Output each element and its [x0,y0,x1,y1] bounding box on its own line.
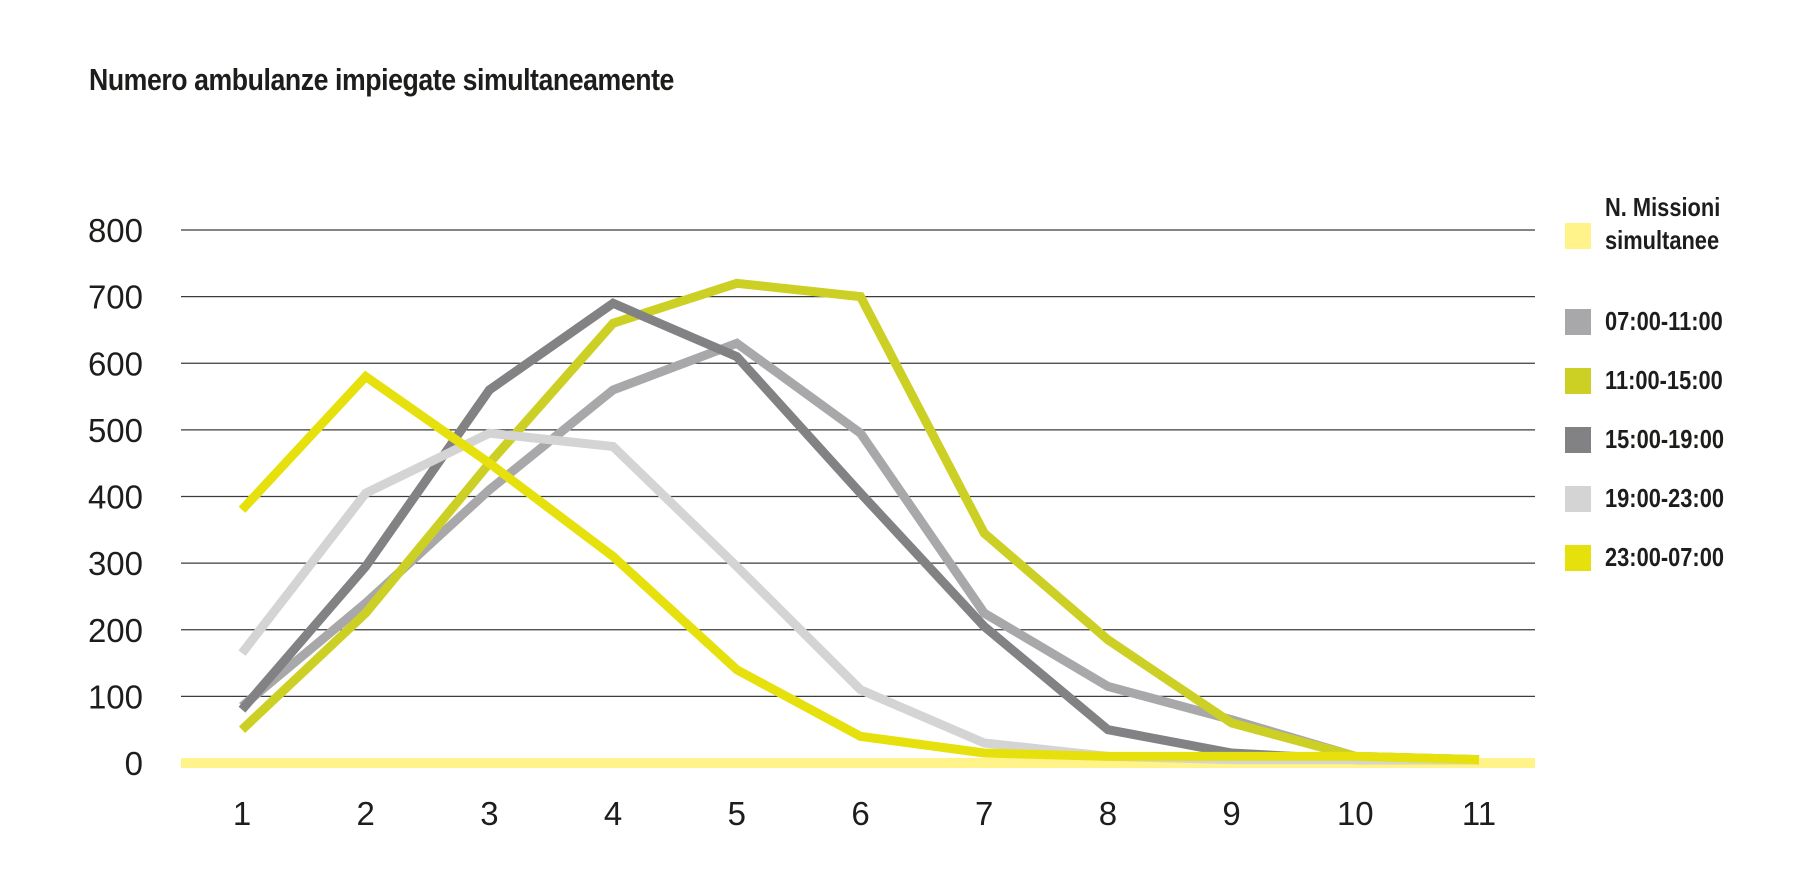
legend-label: 07:00-11:00 [1605,306,1723,336]
x-tick-label: 10 [1337,795,1374,832]
y-tick-label: 600 [88,345,143,382]
legend-item: 11:00-15:00 [1565,364,1745,397]
x-tick-label: 9 [1222,795,1240,832]
x-axis-tick-labels: 1 2 3 4 5 6 7 8 9 10 11 [233,795,1496,832]
x-tick-label: 3 [480,795,498,832]
legend-item: 19:00-23:00 [1565,482,1747,515]
y-axis-tick-labels: 0 100 200 300 400 500 600 700 800 [88,212,143,782]
x-tick-label: 7 [975,795,993,832]
legend-item: N. Missioni simultanee [1565,192,1795,257]
legend-label: 23:00-07:00 [1605,542,1724,572]
series-line-07-00-11-00 [239,338,1480,765]
x-tick-label: 4 [604,795,622,832]
legend-label: N. Missioni simultanee [1605,192,1721,255]
legend-label: 15:00-19:00 [1605,424,1724,454]
legend-item: 07:00-11:00 [1565,305,1745,338]
y-tick-label: 200 [88,612,143,649]
x-tick-label: 1 [233,795,251,832]
legend-swatch [1565,426,1591,453]
y-tick-label: 400 [88,479,143,516]
x-tick-label: 5 [728,795,746,832]
legend-label: 19:00-23:00 [1605,483,1724,513]
x-tick-label: 6 [851,795,869,832]
y-tick-label: 500 [88,412,143,449]
y-tick-label: 0 [125,745,143,782]
chart-title: Numero ambulanze impiegate simultaneamen… [89,62,674,97]
legend-item: 15:00-19:00 [1565,423,1747,456]
y-tick-label: 300 [88,545,143,582]
x-tick-label: 11 [1462,795,1496,832]
legend-swatch [1565,485,1591,512]
x-tick-label: 2 [357,795,375,832]
y-tick-label: 100 [88,678,143,715]
legend-swatch [1565,223,1591,249]
series-line-23-00-07-00 [238,370,1480,765]
legend-swatch [1565,367,1591,394]
series-line-11-00-15-00 [238,278,1480,765]
x-tick-label: 8 [1099,795,1117,832]
y-tick-label: 800 [88,212,143,249]
legend-label: 11:00-15:00 [1605,365,1723,395]
legend-item: 23:00-07:00 [1565,541,1747,574]
y-tick-label: 700 [88,279,143,316]
legend-swatch [1565,308,1591,335]
series-lines [181,278,1535,768]
legend-swatch [1565,544,1591,571]
